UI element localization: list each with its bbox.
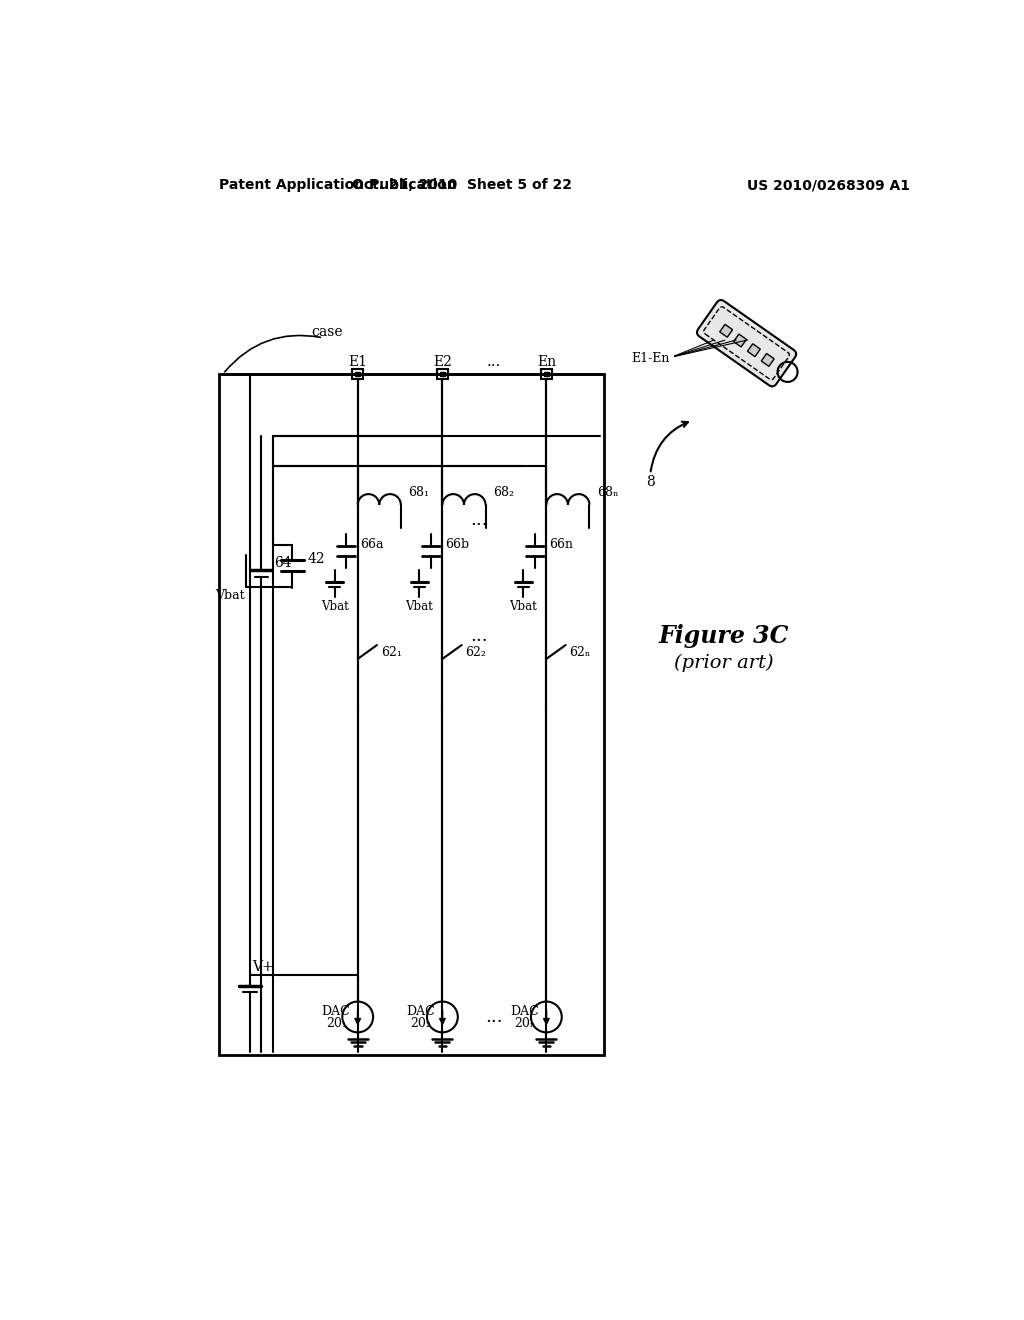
Text: ...: ... [470,511,487,529]
Text: E1-En: E1-En [631,352,670,366]
Text: Vbat: Vbat [406,601,433,612]
Bar [761,354,774,367]
Text: Oct. 21, 2010  Sheet 5 of 22: Oct. 21, 2010 Sheet 5 of 22 [351,178,571,193]
Text: V+: V+ [252,960,273,974]
Text: 68ₙ: 68ₙ [597,486,618,499]
Text: 42: 42 [307,552,326,566]
Text: Vbat: Vbat [509,601,538,612]
Text: 62ₙ: 62ₙ [569,647,591,659]
Text: 66a: 66a [360,539,384,552]
Text: 68₁: 68₁ [409,486,429,499]
Bar [544,371,549,376]
Text: DAC: DAC [322,1005,350,1018]
Text: DAC: DAC [510,1005,540,1018]
Text: Vbat: Vbat [321,601,348,612]
Text: E2: E2 [433,355,452,368]
Text: Figure 3C: Figure 3C [658,624,788,648]
Bar [437,368,447,379]
Text: 20₁: 20₁ [326,1016,346,1030]
Bar [219,374,604,1056]
Text: case: case [311,325,343,339]
Text: 62₁: 62₁ [381,647,401,659]
Bar [720,325,732,337]
Text: ...: ... [485,1008,503,1026]
Text: 64: 64 [273,556,292,570]
Text: Vbat: Vbat [215,589,245,602]
Text: 20ₙ: 20ₙ [514,1016,536,1030]
Text: 66b: 66b [444,539,469,552]
Text: (prior art): (prior art) [674,653,773,672]
Text: ...: ... [486,355,501,368]
Text: 66n: 66n [549,539,572,552]
Text: 8: 8 [646,475,654,488]
Text: E1: E1 [348,355,368,368]
Bar [352,368,364,379]
Bar [355,371,360,376]
Text: ...: ... [470,627,487,644]
Bar [541,368,552,379]
Text: 68₂: 68₂ [494,486,514,499]
Text: US 2010/0268309 A1: US 2010/0268309 A1 [746,178,909,193]
Text: 62₂: 62₂ [466,647,486,659]
Text: Patent Application Publication: Patent Application Publication [219,178,457,193]
Text: 20₂: 20₂ [411,1016,431,1030]
FancyBboxPatch shape [697,300,797,387]
Bar [748,343,760,356]
Bar [440,371,444,376]
Bar [733,334,746,347]
Text: En: En [537,355,556,368]
Text: DAC: DAC [407,1005,435,1018]
